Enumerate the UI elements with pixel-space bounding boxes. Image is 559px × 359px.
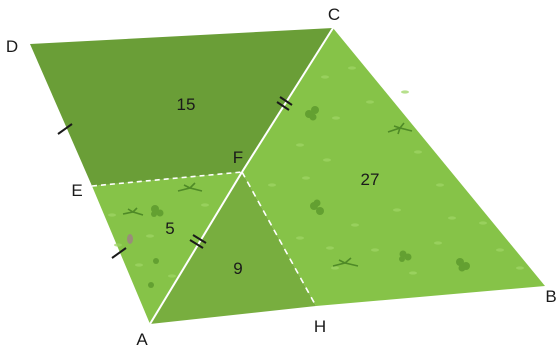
vertex-label-f: F bbox=[233, 148, 243, 167]
grass-tufts bbox=[122, 122, 413, 267]
vertex-label-h: H bbox=[314, 317, 326, 336]
grass-texture bbox=[108, 66, 524, 278]
tick-cf-2 bbox=[279, 96, 293, 106]
diagram-edges bbox=[91, 27, 334, 325]
area-label-fcbh: 27 bbox=[361, 170, 380, 189]
tick-fa-2 bbox=[192, 234, 207, 244]
grass-bushes bbox=[148, 106, 470, 288]
vertex-label-d: D bbox=[6, 37, 18, 56]
tick-ea bbox=[111, 247, 127, 259]
area-label-dcfe: 15 bbox=[177, 95, 196, 114]
edge-fa bbox=[149, 171, 243, 325]
area-label-efa: 5 bbox=[165, 219, 174, 238]
edge-ef bbox=[91, 171, 243, 187]
rock bbox=[127, 234, 133, 244]
tick-de bbox=[57, 123, 73, 135]
tick-marks bbox=[57, 96, 293, 259]
vertex-label-a: A bbox=[136, 330, 148, 349]
vertex-label-e: E bbox=[71, 181, 82, 200]
tick-cf-1 bbox=[276, 101, 290, 111]
tick-fa-1 bbox=[189, 239, 204, 249]
area-label-afh: 9 bbox=[233, 259, 242, 278]
edge-fh bbox=[241, 171, 317, 307]
edge-cf bbox=[241, 27, 334, 173]
region-afh bbox=[150, 172, 316, 324]
vertex-label-b: B bbox=[545, 287, 556, 306]
vertex-label-c: C bbox=[328, 5, 340, 24]
region-fcbh bbox=[242, 28, 545, 306]
